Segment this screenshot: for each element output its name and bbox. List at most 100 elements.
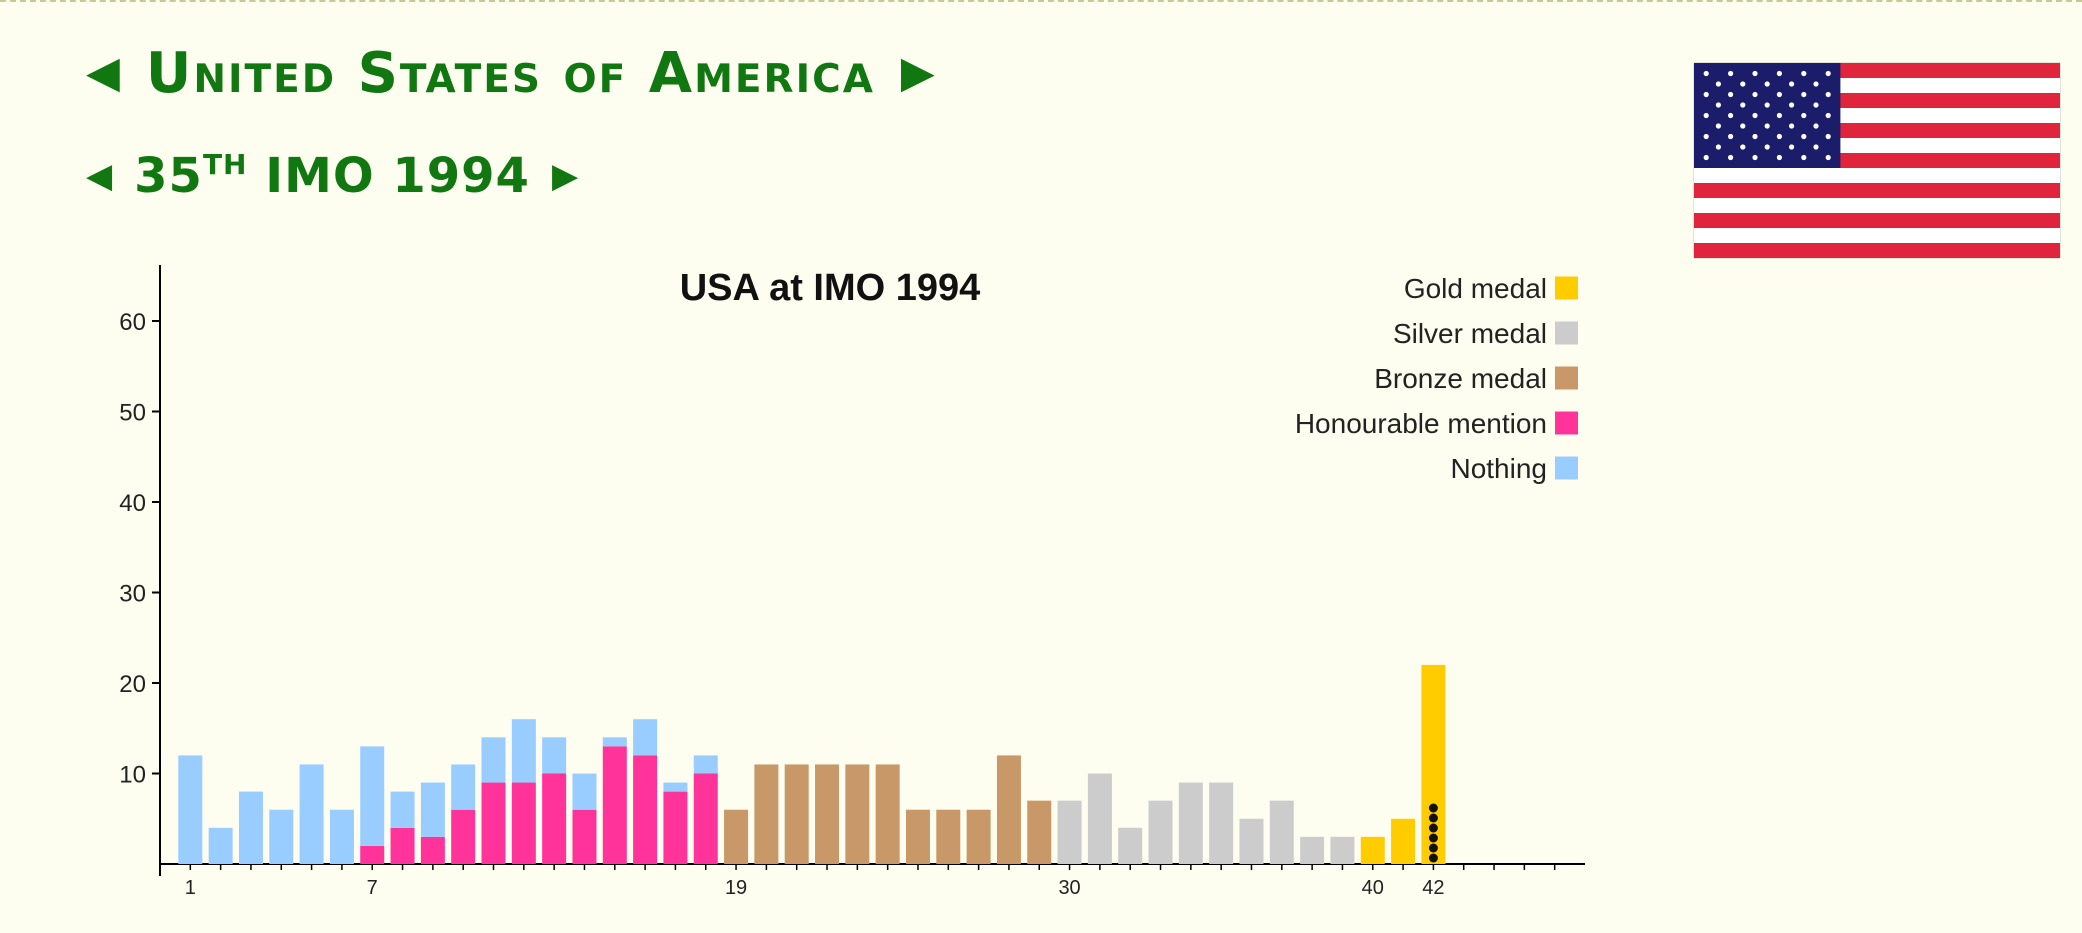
next-event-arrow-icon[interactable]: ▶ bbox=[551, 156, 579, 196]
flag-star bbox=[1740, 123, 1746, 129]
team-member-marker bbox=[1428, 853, 1438, 863]
previous-country-arrow-icon[interactable]: ◀ bbox=[86, 47, 120, 98]
results-chart: 10 20 30 40 50 60 1 7 19 30 40 42 USA at IMO 1994 G… bbox=[119, 265, 1585, 899]
bar-bronze-medal bbox=[815, 764, 840, 864]
chart-legend: Gold medal Silver medal Bronze medal Honour… bbox=[1295, 273, 1578, 484]
bar-nothing bbox=[572, 773, 597, 810]
bar-silver-medal bbox=[1178, 782, 1203, 864]
flag-star bbox=[1776, 154, 1782, 161]
flag-star bbox=[1728, 70, 1734, 77]
bar-nothing bbox=[420, 782, 445, 837]
bar-bronze-medal bbox=[996, 755, 1021, 864]
legend-swatch bbox=[1555, 366, 1578, 390]
bar-honourable-mention bbox=[420, 836, 445, 864]
bar-bronze-medal bbox=[905, 809, 930, 864]
team-member-marker bbox=[1428, 803, 1438, 813]
usa-flag bbox=[1694, 63, 2060, 258]
bar-bronze-medal bbox=[936, 809, 961, 864]
flag-star bbox=[1801, 112, 1807, 119]
flag-star bbox=[1776, 112, 1782, 119]
flag-star bbox=[1703, 112, 1709, 119]
flag-star bbox=[1789, 102, 1795, 108]
flag-star bbox=[1715, 123, 1721, 129]
bar-honourable-mention bbox=[663, 791, 688, 864]
chart-title: USA at IMO 1994 bbox=[680, 267, 981, 309]
flag-star bbox=[1740, 102, 1746, 108]
flag-star bbox=[1715, 102, 1721, 108]
bar-silver-medal bbox=[1269, 800, 1294, 864]
bar-nothing bbox=[481, 737, 506, 783]
event-name: IMO 1994 bbox=[265, 148, 530, 204]
flag-star bbox=[1825, 154, 1831, 161]
bar-nothing bbox=[238, 791, 263, 864]
flag-star bbox=[1728, 154, 1734, 161]
legend-label: Gold medal bbox=[1404, 273, 1547, 304]
bar-silver-medal bbox=[1330, 836, 1355, 864]
flag-star bbox=[1764, 81, 1770, 87]
legend-label: Nothing bbox=[1450, 453, 1547, 484]
flag-star bbox=[1776, 133, 1782, 140]
flag-star bbox=[1801, 154, 1807, 161]
flag-star bbox=[1703, 70, 1709, 77]
y-tick-label: 10 bbox=[119, 762, 146, 789]
bar-silver-medal bbox=[1148, 800, 1173, 864]
bar-bronze-medal bbox=[966, 809, 991, 864]
top-dashed-border bbox=[0, 0, 2082, 2]
bar-nothing bbox=[299, 764, 324, 864]
flag-star bbox=[1813, 123, 1819, 129]
x-tick-label: 30 bbox=[1058, 877, 1080, 899]
flag-star bbox=[1801, 133, 1807, 140]
bar-honourable-mention bbox=[633, 755, 658, 864]
bar-honourable-mention bbox=[572, 809, 597, 864]
flag-star bbox=[1813, 144, 1819, 150]
previous-event-arrow-icon[interactable]: ◀ bbox=[86, 156, 113, 196]
bar-bronze-medal bbox=[754, 764, 779, 864]
flag-star bbox=[1703, 154, 1709, 161]
flag-star bbox=[1715, 144, 1721, 150]
flag-star bbox=[1752, 133, 1758, 140]
flag-red-stripe bbox=[1694, 183, 2060, 198]
bar-nothing bbox=[390, 791, 415, 828]
bar-silver-medal bbox=[1300, 836, 1325, 864]
x-tick-label: 40 bbox=[1362, 877, 1384, 899]
legend-label: Silver medal bbox=[1393, 318, 1547, 349]
bar-nothing bbox=[511, 719, 536, 783]
bar-gold-medal bbox=[1391, 818, 1416, 864]
bar-silver-medal bbox=[1239, 818, 1264, 864]
flag-star bbox=[1752, 154, 1758, 161]
bar-nothing bbox=[178, 755, 203, 864]
bar-nothing bbox=[633, 719, 658, 756]
x-tick-label: 7 bbox=[367, 877, 378, 899]
event-number: 35 bbox=[134, 148, 203, 204]
flag-star bbox=[1813, 102, 1819, 108]
country-name: United States of America bbox=[145, 40, 875, 106]
flag-star bbox=[1801, 91, 1807, 98]
y-tick-label: 20 bbox=[119, 671, 146, 698]
bar-bronze-medal bbox=[784, 764, 809, 864]
bar-nothing bbox=[208, 827, 233, 864]
bar-honourable-mention bbox=[602, 746, 627, 864]
flag-canton bbox=[1694, 63, 1841, 168]
event-header: ◀ 35TH IMO 1994 ▶ bbox=[86, 148, 578, 204]
flag-star bbox=[1764, 102, 1770, 108]
bar-nothing bbox=[693, 755, 718, 774]
flag-star bbox=[1825, 91, 1831, 98]
flag-star bbox=[1703, 91, 1709, 98]
country-header: ◀ United States of America ▶ bbox=[86, 38, 935, 108]
flag-star bbox=[1825, 70, 1831, 77]
flag-red-stripe bbox=[1694, 243, 2060, 258]
flag-star bbox=[1728, 133, 1734, 140]
flag-star bbox=[1740, 144, 1746, 150]
y-tick-label: 60 bbox=[119, 309, 146, 336]
event-ordinal-suffix: TH bbox=[202, 148, 248, 181]
next-country-arrow-icon[interactable]: ▶ bbox=[900, 47, 935, 98]
team-member-marker bbox=[1428, 823, 1438, 833]
bar-nothing bbox=[360, 746, 385, 846]
flag-star bbox=[1752, 91, 1758, 98]
flag-red-stripe bbox=[1694, 213, 2060, 228]
flag-star bbox=[1715, 81, 1721, 87]
chart-markers bbox=[1428, 803, 1438, 863]
flag-star bbox=[1825, 112, 1831, 119]
bar-honourable-mention bbox=[451, 809, 476, 864]
y-tick-label: 30 bbox=[119, 581, 146, 608]
